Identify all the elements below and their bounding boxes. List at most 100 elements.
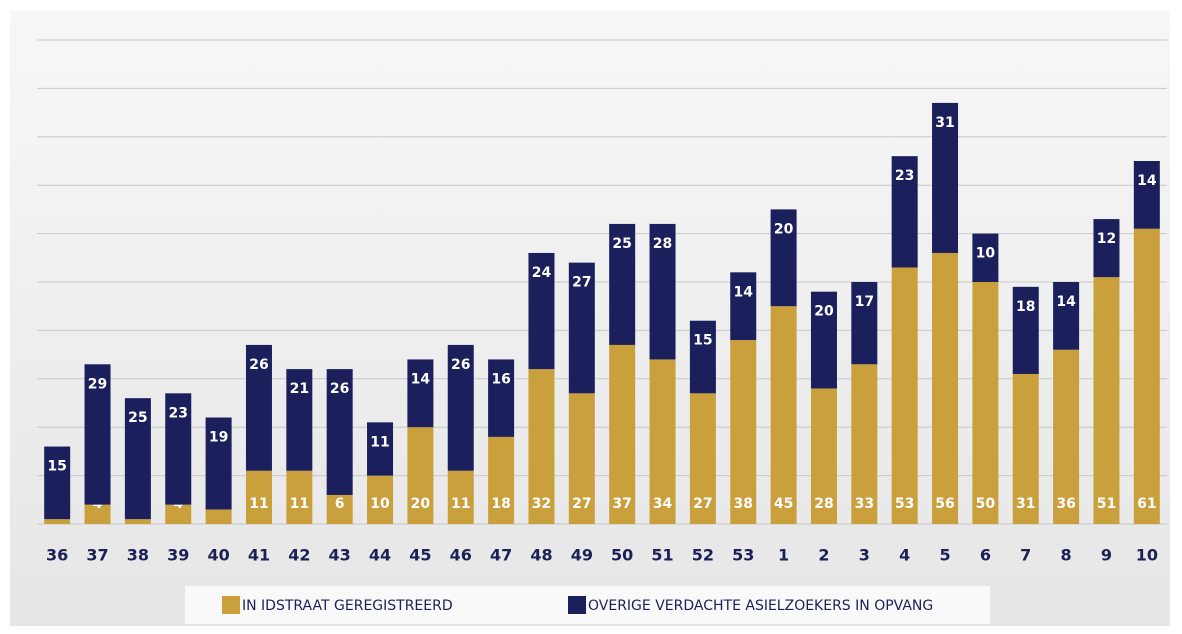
data-label: 19 [209,430,228,446]
data-label: 31 [935,115,954,131]
bar-segment [689,393,716,524]
x-tick-label: 42 [288,546,310,565]
data-label: 29 [88,376,107,392]
data-label: 12 [1097,231,1116,247]
bar-segment [84,504,111,524]
bar-segment [609,223,636,345]
data-label: 18 [491,496,510,512]
data-label: 17 [855,294,874,310]
bar-segment [810,291,837,389]
bar-segment [609,344,636,524]
data-label: 10 [976,246,996,262]
x-tick-label: 50 [611,546,633,565]
data-label: 16 [491,371,510,387]
bar-segment [245,470,272,524]
data-label: 11 [370,434,389,450]
data-label: 6 [335,496,345,512]
bar-segment [891,156,918,268]
bar-segment [851,282,878,365]
data-label: 27 [572,275,591,291]
x-tick-label: 37 [86,546,108,565]
data-label: 53 [895,496,914,512]
bar-segment [689,320,716,394]
x-tick-label: 51 [651,546,673,565]
legend-label: IN IDSTRAAT GEREGISTREERD [242,598,453,614]
bar-segment [326,369,353,495]
bar-segment [407,427,434,524]
data-label: 14 [1137,173,1157,189]
legend-box [185,586,990,624]
bar-segment [1093,219,1120,278]
bar-segment [932,102,959,253]
x-tick-label: 49 [571,546,593,565]
x-tick-label: 46 [450,546,472,565]
data-label: 27 [572,496,591,512]
data-label: 28 [653,236,672,252]
x-tick-label: 41 [248,546,270,565]
bar-segment [851,364,878,524]
x-tick-label: 10 [1136,546,1158,565]
data-label: 26 [330,381,349,397]
bar-segment [124,519,151,524]
data-label: 11 [249,496,268,512]
data-label: 21 [290,381,309,397]
legend-swatch [568,596,586,614]
x-tick-label: 53 [732,546,754,565]
bar-segment [649,359,676,524]
x-tick-label: 5 [939,546,950,565]
bar-segment [891,267,918,524]
bar-segment [84,364,111,505]
legend-label: OVERIGE VERDACHTE ASIELZOEKERS IN OPVANG [588,598,933,614]
data-label: 33 [855,496,874,512]
data-label: 51 [1097,496,1116,512]
x-tick-label: 8 [1061,546,1072,565]
data-label: 34 [653,496,673,512]
bar-segment [367,422,394,476]
bar-segment [407,359,434,428]
data-label: 36 [1056,496,1075,512]
x-tick-label: 1 [778,546,789,565]
data-label: 50 [976,496,996,512]
data-label: 25 [612,236,631,252]
data-label: 45 [774,496,793,512]
data-label: 14 [1056,294,1076,310]
bar-segment [447,344,474,471]
bar-segment [568,262,595,394]
data-label: 27 [693,496,712,512]
data-label: 23 [169,405,188,421]
data-label: 14 [734,284,754,300]
bar-segment [286,369,313,471]
bar-segment [488,359,515,437]
bar-segment [488,436,515,524]
bar-segment [245,344,272,471]
data-label: 31 [1016,496,1035,512]
bar-segment [770,209,797,307]
bar-segment [205,417,232,510]
bar-segment [1093,277,1120,524]
bar-segment [972,282,999,524]
x-tick-label: 7 [1020,546,1031,565]
bar-segment [367,475,394,524]
bar-segment [1012,286,1039,374]
bar-segment [528,252,555,370]
x-tick-label: 9 [1101,546,1112,565]
bar-segment [1012,373,1039,524]
data-label: 20 [814,304,834,320]
data-label: 38 [734,496,753,512]
data-label: 15 [693,333,712,349]
bar-segment [326,494,353,524]
x-tick-label: 2 [818,546,829,565]
data-label: 20 [411,496,431,512]
bar-segment [649,223,676,360]
bar-segment [165,504,192,524]
bar-segment [932,252,959,524]
bar-segment [730,340,757,524]
data-label: 25 [128,410,147,426]
bar-segment [44,519,71,524]
data-label: 11 [290,496,309,512]
data-label: 10 [370,496,390,512]
bar-segment [447,470,474,524]
x-tick-label: 43 [329,546,351,565]
